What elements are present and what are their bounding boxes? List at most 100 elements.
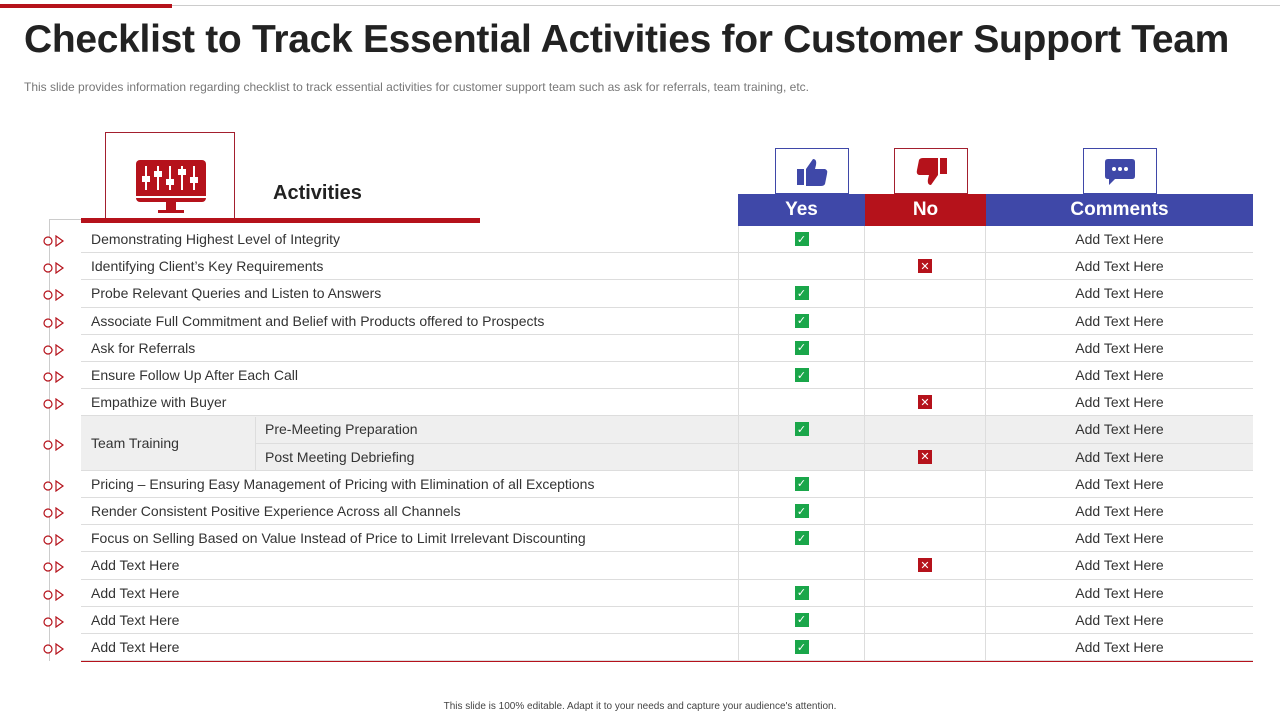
no-cell[interactable]	[865, 362, 986, 389]
no-cell[interactable]	[865, 579, 986, 606]
comment-cell[interactable]: Add Text Here	[1075, 367, 1164, 384]
timeline-connector	[49, 219, 81, 220]
no-cell[interactable]	[865, 634, 986, 661]
no-cell[interactable]	[865, 226, 986, 253]
comments-icon-box	[1083, 148, 1157, 194]
footer-note: This slide is 100% editable. Adapt it to…	[443, 701, 837, 712]
yes-cell[interactable]: ✓	[738, 362, 865, 389]
bullet-marker-icon	[43, 370, 65, 384]
no-cell[interactable]	[865, 416, 986, 443]
comment-cell[interactable]: Add Text Here	[1075, 448, 1164, 465]
bullet-marker-icon	[43, 560, 65, 574]
yes-cell[interactable]	[738, 253, 865, 280]
no-cell[interactable]	[865, 525, 986, 552]
comment-cell[interactable]: Add Text Here	[1075, 339, 1164, 356]
comment-cell[interactable]: Add Text Here	[1075, 231, 1164, 248]
no-cell[interactable]: ✕	[865, 253, 986, 280]
comment-cell[interactable]: Add Text Here	[1075, 503, 1164, 520]
yes-cell[interactable]: ✓	[738, 334, 865, 361]
yes-cell[interactable]: ✓	[738, 307, 865, 334]
bullet-marker-icon	[43, 615, 65, 628]
divider	[172, 5, 1280, 6]
activity-cell: Pricing – Ensuring Easy Management of Pr…	[91, 475, 595, 492]
no-cell[interactable]	[865, 606, 986, 633]
bullet-marker-icon	[43, 588, 65, 601]
yes-cell[interactable]: ✓	[738, 579, 865, 606]
activity-cell: Add Text Here	[91, 557, 180, 574]
check-icon: ✓	[794, 585, 809, 600]
comment-cell[interactable]: Add Text Here	[1075, 530, 1164, 547]
yes-cell[interactable]: ✓	[738, 226, 865, 253]
comment-cell[interactable]: Add Text Here	[1075, 639, 1164, 656]
yes-cell[interactable]: ✓	[738, 416, 865, 443]
table-row: Identifying Client’s Key Requirements ✕ …	[81, 253, 1253, 281]
comment-cell[interactable]: Add Text Here	[1075, 421, 1164, 438]
table-row: Pre-Meeting Preparation ✓ Add Text Here	[81, 416, 1253, 444]
bullet-marker-icon	[43, 506, 65, 520]
no-cell[interactable]	[865, 470, 986, 497]
cross-icon: ✕	[918, 395, 932, 410]
yes-cell[interactable]: ✓	[738, 280, 865, 307]
yes-cell[interactable]: ✓	[738, 470, 865, 497]
yes-cell[interactable]	[738, 552, 865, 579]
bullet-marker-icon	[43, 316, 65, 329]
yes-cell[interactable]	[738, 389, 865, 416]
activities-heading: Activities	[273, 182, 362, 204]
table-row: Pricing – Ensuring Easy Management of Pr…	[81, 470, 1253, 498]
bullet-marker-icon	[43, 438, 65, 452]
yes-cell[interactable]: ✓	[738, 606, 865, 633]
activity-cell: Empathize with Buyer	[91, 394, 227, 411]
comment-cell[interactable]: Add Text Here	[1075, 557, 1164, 574]
comment-cell[interactable]: Add Text Here	[1075, 584, 1164, 601]
bullet-marker-icon	[43, 234, 65, 248]
bullet-marker-icon	[43, 288, 65, 302]
no-cell[interactable]	[865, 280, 986, 307]
no-icon-box	[894, 148, 968, 194]
check-icon: ✓	[794, 504, 809, 519]
comment-cell[interactable]: Add Text Here	[1075, 285, 1164, 302]
comment-cell[interactable]: Add Text Here	[1075, 611, 1164, 628]
yes-cell[interactable]: ✓	[738, 498, 865, 525]
bullet-marker-icon	[43, 642, 65, 656]
comment-cell[interactable]: Add Text Here	[1075, 258, 1164, 275]
cross-icon: ✕	[918, 558, 932, 573]
table-row: Add Text Here ✓ Add Text Here	[81, 634, 1253, 662]
thumbs-down-icon	[916, 158, 947, 185]
check-icon: ✓	[794, 286, 809, 301]
timeline-line	[49, 219, 50, 661]
no-cell[interactable]	[865, 334, 986, 361]
table-row: Empathize with Buyer ✕ Add Text Here	[81, 389, 1253, 417]
yes-cell[interactable]	[738, 443, 865, 470]
no-cell[interactable]: ✕	[865, 389, 986, 416]
no-cell[interactable]	[865, 307, 986, 334]
comment-cell[interactable]: Add Text Here	[1075, 394, 1164, 411]
chat-bubble-icon	[1105, 159, 1135, 185]
table-row: Add Text Here ✕ Add Text Here	[81, 552, 1253, 580]
check-icon: ✓	[794, 368, 809, 383]
activity-cell: Add Text Here	[91, 584, 180, 601]
no-cell[interactable]: ✕	[865, 552, 986, 579]
table-row: Associate Full Commitment and Belief wit…	[81, 307, 1253, 335]
no-cell[interactable]: ✕	[865, 443, 986, 470]
activity-cell: Identifying Client’s Key Requirements	[91, 258, 324, 275]
check-icon: ✓	[794, 476, 809, 491]
monitor-sliders-icon	[136, 160, 206, 213]
accent-bar	[0, 4, 172, 8]
check-icon: ✓	[794, 422, 809, 437]
bullet-marker-icon	[43, 261, 65, 275]
comment-cell[interactable]: Add Text Here	[1075, 312, 1164, 329]
no-header: No	[865, 194, 986, 226]
comment-cell[interactable]: Add Text Here	[1075, 475, 1164, 492]
yes-header: Yes	[738, 194, 865, 226]
bullet-marker-icon	[43, 343, 65, 356]
activity-cell: Associate Full Commitment and Belief wit…	[91, 312, 545, 329]
yes-cell[interactable]: ✓	[738, 634, 865, 661]
yes-cell[interactable]: ✓	[738, 525, 865, 552]
activity-cell: Focus on Selling Based on Value Instead …	[91, 530, 586, 547]
check-icon: ✓	[794, 531, 809, 546]
check-icon: ✓	[794, 612, 809, 627]
check-icon: ✓	[794, 340, 809, 355]
bullet-marker-icon	[43, 397, 65, 411]
activity-cell: Add Text Here	[91, 611, 180, 628]
no-cell[interactable]	[865, 498, 986, 525]
